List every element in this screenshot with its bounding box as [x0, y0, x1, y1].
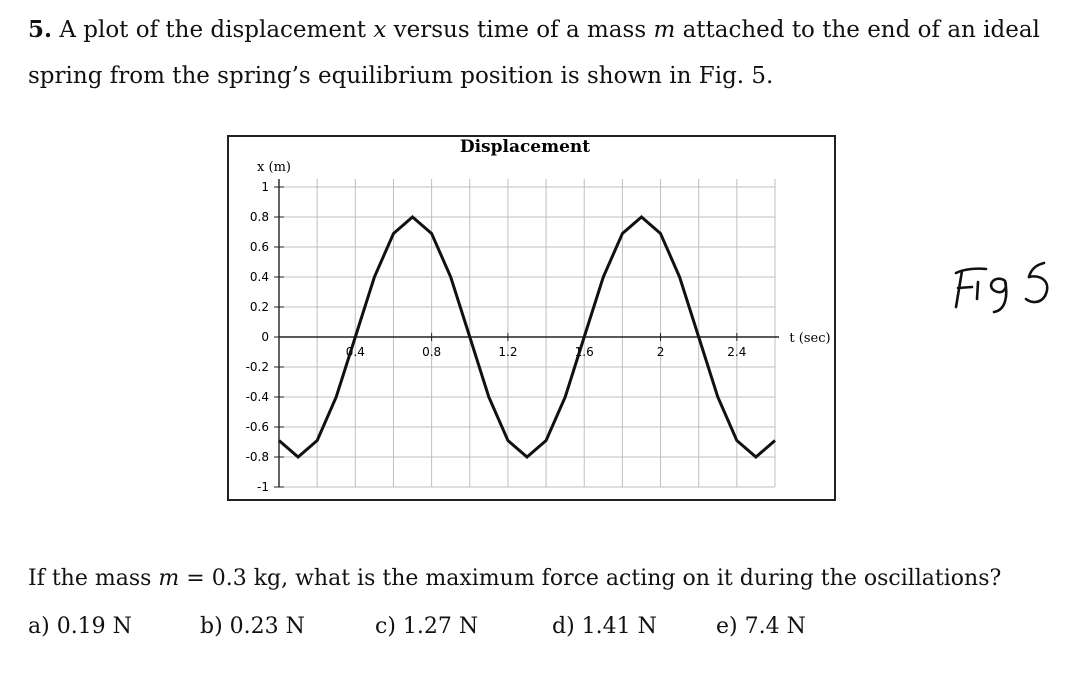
chart-frame: [227, 135, 836, 501]
variable-x: x: [373, 17, 387, 43]
y-tick-label: -0.8: [246, 450, 269, 464]
x-tick-label: 0.8: [422, 345, 441, 359]
chart-title: Displacement: [460, 137, 590, 157]
handwritten-fig-note: [946, 255, 1066, 325]
y-tick-label: -0.2: [246, 360, 269, 374]
x-tick-labels: 0.4 0.8 1.2 1.6 2 2.4: [346, 345, 747, 359]
problem-text-1b: versus time of a mass: [393, 17, 647, 43]
problem-number: 5.: [28, 16, 53, 43]
y-tick-label: 0.8: [250, 210, 269, 224]
choice-c: c) 1.27 N: [375, 614, 479, 639]
problem-text-1c: attached to the end of an ideal: [682, 17, 1040, 43]
y-tick-label: -0.6: [246, 420, 269, 434]
y-tick-label: -0.4: [246, 390, 269, 404]
y-tick-label: 0.4: [250, 270, 269, 284]
x-tick-label: 2: [657, 345, 665, 359]
choice-d: d) 1.41 N: [552, 614, 657, 639]
question-variable-m: m: [158, 566, 180, 591]
problem-line-1: 5. A plot of the displacement x versus t…: [28, 16, 1040, 43]
displacement-chart: 1 0.8 0.6 0.4 0.2 0 -0.2 -0.4 -0.6 -0.8 -1 0.4 0.8 1…: [227, 135, 836, 501]
variable-m: m: [653, 17, 676, 43]
x-tick-label: 2.4: [727, 345, 746, 359]
chart-axes: [274, 179, 779, 488]
question-part-1: If the mass: [28, 566, 152, 591]
choice-e: e) 7.4 N: [716, 614, 806, 639]
y-tick-label: 0: [261, 330, 269, 344]
displacement-curve: [278, 215, 776, 459]
y-tick-label: -1: [257, 480, 269, 494]
displacement-figure: 1 0.8 0.6 0.4 0.2 0 -0.2 -0.4 -0.6 -0.8 -1 0.4 0.8 1…: [227, 135, 837, 501]
problem-line-2: spring from the spring’s equilibrium pos…: [28, 63, 774, 89]
y-tick-labels: 1 0.8 0.6 0.4 0.2 0 -0.2 -0.4 -0.6 -0.8 -1: [246, 180, 269, 494]
y-axis-label: x (m): [257, 160, 291, 175]
y-tick-label: 0.6: [250, 240, 269, 254]
question-part-2: = 0.3 kg, what is the maximum force acti…: [186, 566, 1002, 591]
problem-text-1a: A plot of the displacement: [59, 17, 367, 43]
x-tick-label: 1.2: [498, 345, 517, 359]
choice-b: b) 0.23 N: [200, 614, 305, 639]
handwritten-fig5-drawing: [954, 261, 1049, 314]
choice-a: a) 0.19 N: [28, 614, 132, 639]
y-tick-label: 0.2: [250, 300, 269, 314]
y-tick-label: 1: [261, 180, 269, 194]
question-text: If the mass m = 0.3 kg, what is the maxi…: [28, 566, 1001, 591]
x-axis-label: t (sec): [789, 331, 830, 346]
